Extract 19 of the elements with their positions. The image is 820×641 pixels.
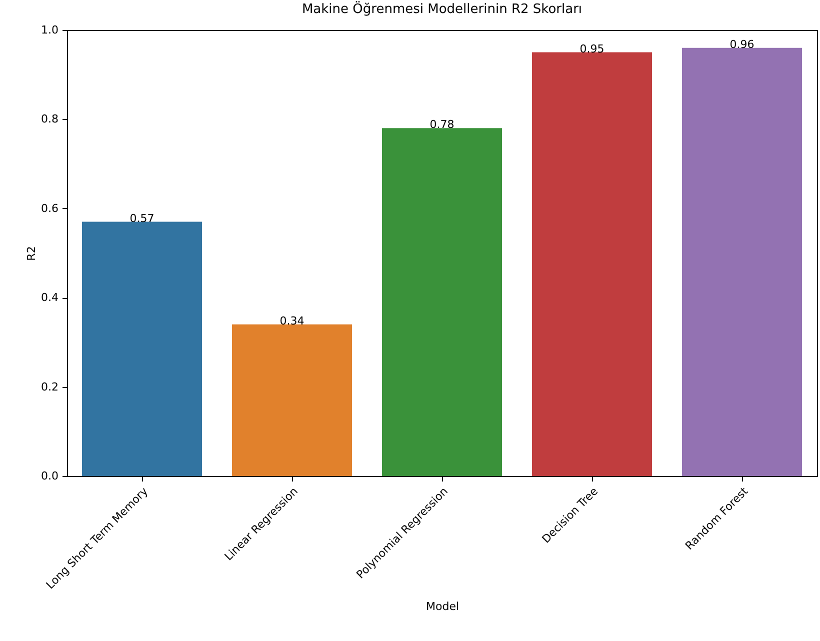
data-label: 0.34 [280, 314, 304, 328]
data-label: 0.95 [580, 42, 604, 56]
bar [82, 222, 202, 476]
chart-title: Makine Öğrenmesi Modellerinin R2 Skorları [302, 1, 582, 17]
y-axis-title: R2 [25, 246, 38, 261]
y-tick-label: 0.6 [41, 202, 58, 215]
x-axis-title: Model [426, 600, 460, 613]
y-tick-label: 0.0 [41, 470, 58, 482]
y-tick-label: 1.0 [41, 24, 58, 36]
y-tick-label: 0.4 [41, 291, 58, 304]
y-tick-label: 0.2 [41, 380, 58, 394]
data-label: 0.57 [130, 212, 154, 225]
bar [382, 128, 502, 476]
bar [232, 324, 352, 476]
y-tick-label: 0.8 [41, 112, 58, 126]
data-label: 0.96 [730, 38, 754, 51]
bar [532, 52, 652, 476]
bar [682, 48, 802, 476]
data-label: 0.78 [430, 118, 454, 132]
